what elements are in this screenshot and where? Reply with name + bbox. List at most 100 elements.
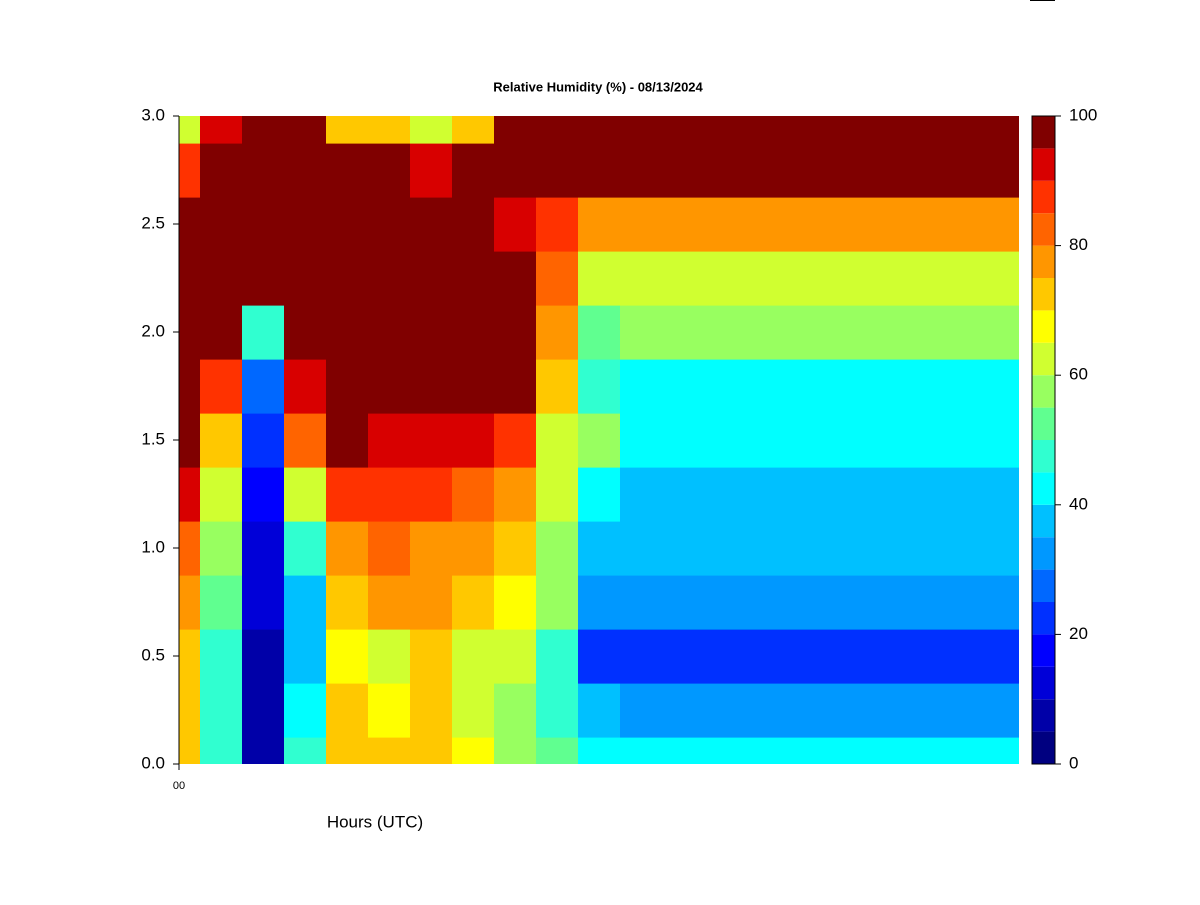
contour-cell xyxy=(662,683,705,738)
contour-cell xyxy=(872,467,915,522)
contour-cell xyxy=(200,197,243,252)
contour-cell xyxy=(914,737,957,764)
contour-cell xyxy=(998,251,1019,306)
contour-cell xyxy=(788,467,831,522)
contour-cell xyxy=(536,467,579,522)
contour-cell xyxy=(284,737,327,764)
contour-cell xyxy=(662,143,705,198)
contour-cell xyxy=(914,629,957,684)
contour-cell xyxy=(284,251,327,306)
contour-cell xyxy=(242,683,285,738)
contour-cell xyxy=(956,467,999,522)
contour-cell xyxy=(284,521,327,576)
contour-cell xyxy=(452,251,495,306)
contour-cell xyxy=(830,143,873,198)
contour-cell xyxy=(956,683,999,738)
contour-cell xyxy=(326,737,369,764)
contour-cell xyxy=(620,629,663,684)
contour-cell xyxy=(662,467,705,522)
contour-cell xyxy=(830,737,873,764)
contour-cell xyxy=(494,305,537,360)
contour-cell xyxy=(452,629,495,684)
contour-cell xyxy=(620,305,663,360)
contour-cell xyxy=(788,683,831,738)
contour-cell xyxy=(998,305,1019,360)
colorbar-frame xyxy=(1031,115,1056,765)
contour-cell xyxy=(452,116,495,144)
contour-cell xyxy=(326,197,369,252)
contour-cell xyxy=(704,413,747,468)
contour-cell xyxy=(200,305,243,360)
contour-cell xyxy=(494,143,537,198)
contour-cell xyxy=(704,575,747,630)
contour-cell xyxy=(830,467,873,522)
contour-cell xyxy=(998,467,1019,522)
contour-cell xyxy=(326,575,369,630)
contour-cell xyxy=(914,305,957,360)
x-axis-label: Hours (UTC) xyxy=(327,812,423,831)
contour-cell xyxy=(410,413,453,468)
contour-cell xyxy=(620,521,663,576)
chart-title: Relative Humidity (%) - 08/13/2024 xyxy=(493,79,703,94)
contour-cell xyxy=(179,737,201,764)
contour-cell xyxy=(830,197,873,252)
contour-cell xyxy=(620,251,663,306)
contour-cell xyxy=(956,305,999,360)
colorbar-band xyxy=(1032,407,1055,440)
y-tick-label: 2.0 xyxy=(141,321,165,340)
contour-cell xyxy=(284,575,327,630)
contour-cell xyxy=(536,116,579,144)
contour-cell xyxy=(536,413,579,468)
contour-cell xyxy=(620,683,663,738)
contour-cell xyxy=(956,359,999,414)
contour-cell xyxy=(578,575,621,630)
contour-cell xyxy=(998,413,1019,468)
contour-cell xyxy=(494,413,537,468)
contour-cell xyxy=(179,143,201,198)
contour-cell xyxy=(242,197,285,252)
contour-cell xyxy=(410,683,453,738)
contour-cell xyxy=(200,359,243,414)
contour-cell xyxy=(368,251,411,306)
contour-cell xyxy=(200,575,243,630)
contour-cell xyxy=(914,197,957,252)
colorbar-band xyxy=(1032,537,1055,570)
contour-cell xyxy=(788,359,831,414)
contour-cell xyxy=(788,575,831,630)
contour-cell xyxy=(326,629,369,684)
contour-cell xyxy=(830,521,873,576)
contour-cell xyxy=(830,251,873,306)
contour-cell xyxy=(536,251,579,306)
contour-cell xyxy=(494,359,537,414)
contour-cell xyxy=(578,359,621,414)
contour-cell xyxy=(242,521,285,576)
contour-cell xyxy=(788,251,831,306)
contour-cell xyxy=(452,683,495,738)
contour-cell xyxy=(536,737,579,764)
contour-cell xyxy=(494,116,537,144)
contour-cell xyxy=(368,521,411,576)
contour-cell xyxy=(200,737,243,764)
contour-cell xyxy=(368,305,411,360)
contour-cell xyxy=(746,143,789,198)
contour-cell xyxy=(704,467,747,522)
contour-cell xyxy=(914,143,957,198)
contour-cell xyxy=(998,116,1019,144)
contour-cell xyxy=(410,251,453,306)
contour-cell xyxy=(284,413,327,468)
colorbar-band xyxy=(1032,375,1055,408)
contour-cell xyxy=(578,521,621,576)
contour-cell xyxy=(872,413,915,468)
contour-cell xyxy=(788,116,831,144)
contour-cell xyxy=(200,683,243,738)
contour-cell xyxy=(788,143,831,198)
contour-cell xyxy=(578,116,621,144)
contour-cell xyxy=(284,305,327,360)
contour-cell xyxy=(536,629,579,684)
colorbar-band xyxy=(1032,116,1055,149)
contour-cell xyxy=(956,197,999,252)
contour-cell xyxy=(704,305,747,360)
contour-cell xyxy=(662,629,705,684)
y-tick-label: 0.5 xyxy=(141,645,165,664)
